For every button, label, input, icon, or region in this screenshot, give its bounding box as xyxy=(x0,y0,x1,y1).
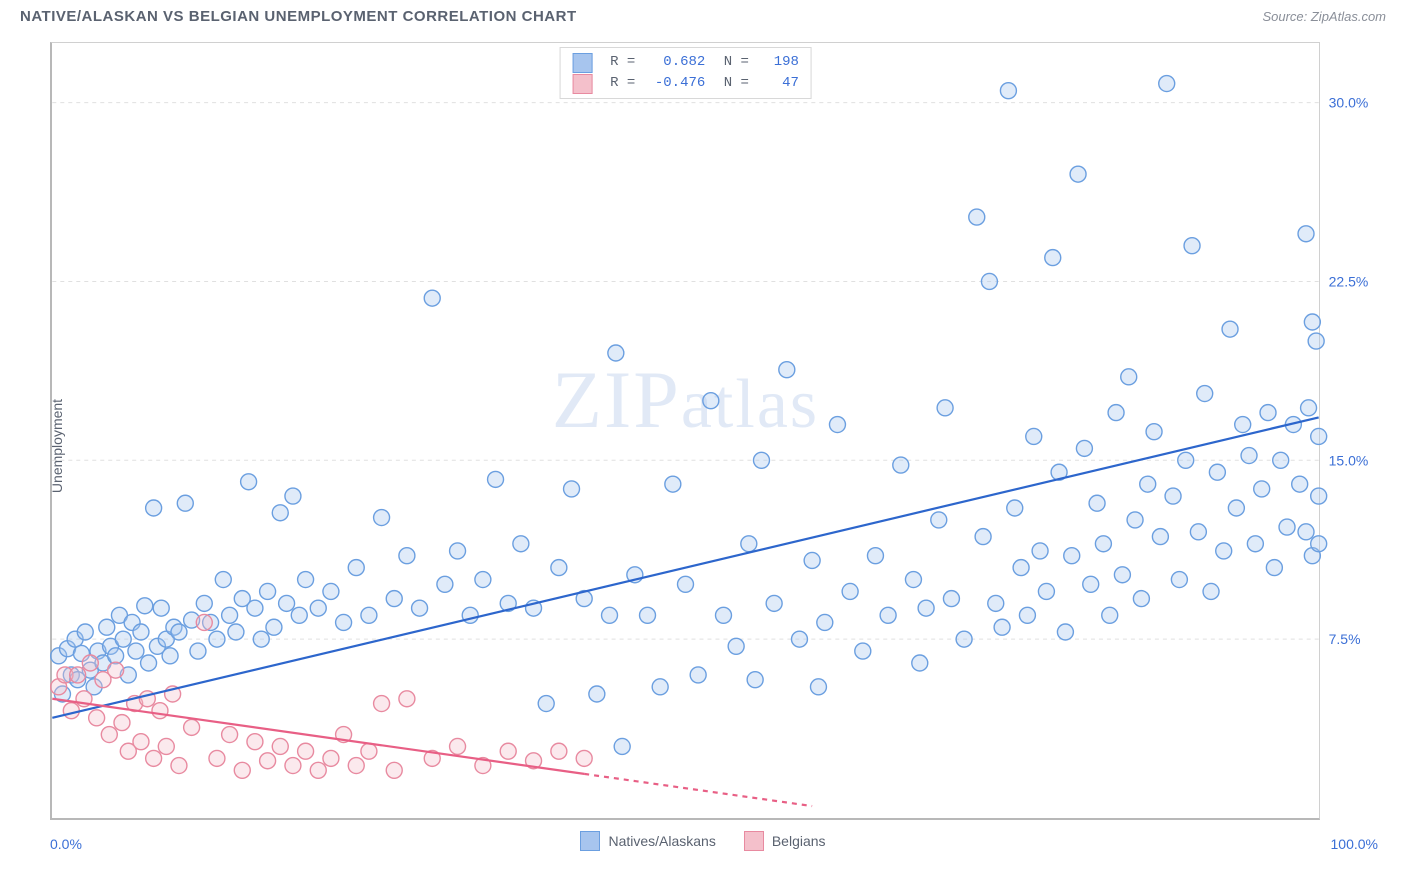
legend-swatch xyxy=(744,831,764,851)
scatter-svg: 7.5%15.0%22.5%30.0% xyxy=(52,43,1319,818)
stats-row: R =0.682 N =198 xyxy=(572,52,799,73)
stats-legend-box: R =0.682 N =198 R =-0.476 N =47 xyxy=(559,47,812,99)
legend-item: Belgians xyxy=(744,831,826,851)
svg-text:7.5%: 7.5% xyxy=(1329,631,1361,647)
svg-text:22.5%: 22.5% xyxy=(1329,273,1369,289)
bottom-legend: Natives/Alaskans Belgians xyxy=(0,831,1406,854)
legend-label: Natives/Alaskans xyxy=(608,833,715,849)
legend-swatch xyxy=(580,831,600,851)
chart-title: NATIVE/ALASKAN VS BELGIAN UNEMPLOYMENT C… xyxy=(20,8,577,25)
svg-text:30.0%: 30.0% xyxy=(1329,95,1369,111)
source-label: Source: ZipAtlas.com xyxy=(1262,9,1386,24)
svg-text:15.0%: 15.0% xyxy=(1329,452,1369,468)
legend-swatch xyxy=(572,53,592,73)
legend-label: Belgians xyxy=(772,833,826,849)
stats-row: R =-0.476 N =47 xyxy=(572,73,799,94)
plot-area: ZIPatlas 7.5%15.0%22.5%30.0% R =0.682 N … xyxy=(50,42,1320,820)
legend-swatch xyxy=(572,74,592,94)
legend-item: Natives/Alaskans xyxy=(580,831,715,851)
